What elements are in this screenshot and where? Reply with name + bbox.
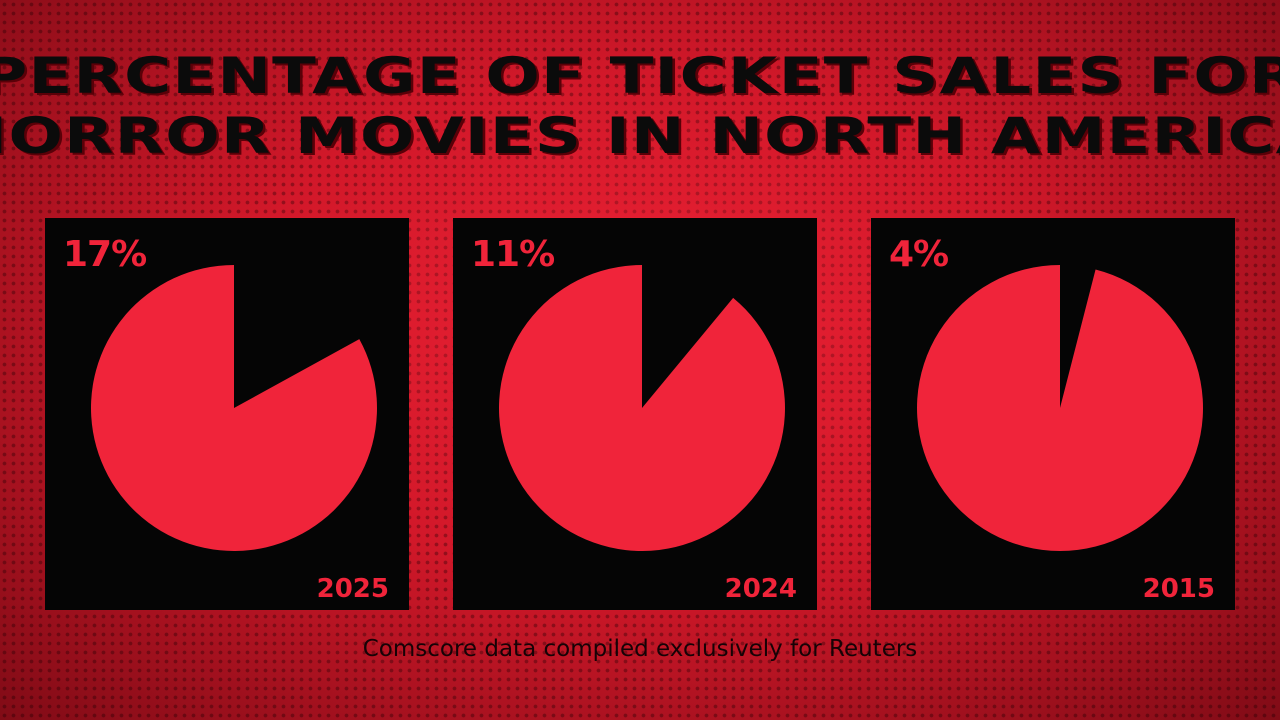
year-label-2025: 2025 — [316, 574, 389, 604]
title-line-2: HORROR MOVIES IN NORTH AMERICA — [0, 107, 1280, 165]
percent-label-2015: 4% — [889, 234, 949, 275]
pie-panel-2015: 4% 2015 — [871, 218, 1235, 610]
pie-slice-2015 — [917, 265, 1204, 551]
pie-panel-2024: 11% 2024 — [453, 218, 817, 610]
year-label-2024: 2024 — [724, 574, 797, 604]
pie-slice-2025 — [90, 265, 377, 551]
source-note: Comscore data compiled exclusively for R… — [362, 636, 918, 662]
pie-chart-2024 — [498, 265, 785, 551]
chart-title: PERCENTAGE OF TICKET SALES FOR HORROR MO… — [0, 46, 1280, 166]
pie-chart-2025 — [90, 265, 377, 551]
year-label-2015: 2015 — [1142, 574, 1215, 604]
pie-panel-2025: 17% 2025 — [45, 218, 409, 610]
pie-chart-2015 — [917, 265, 1204, 551]
percent-label-2025: 17% — [63, 234, 147, 275]
pie-slice-2024 — [498, 265, 785, 551]
title-line-1: PERCENTAGE OF TICKET SALES FOR — [0, 47, 1280, 105]
percent-label-2024: 11% — [471, 234, 555, 275]
